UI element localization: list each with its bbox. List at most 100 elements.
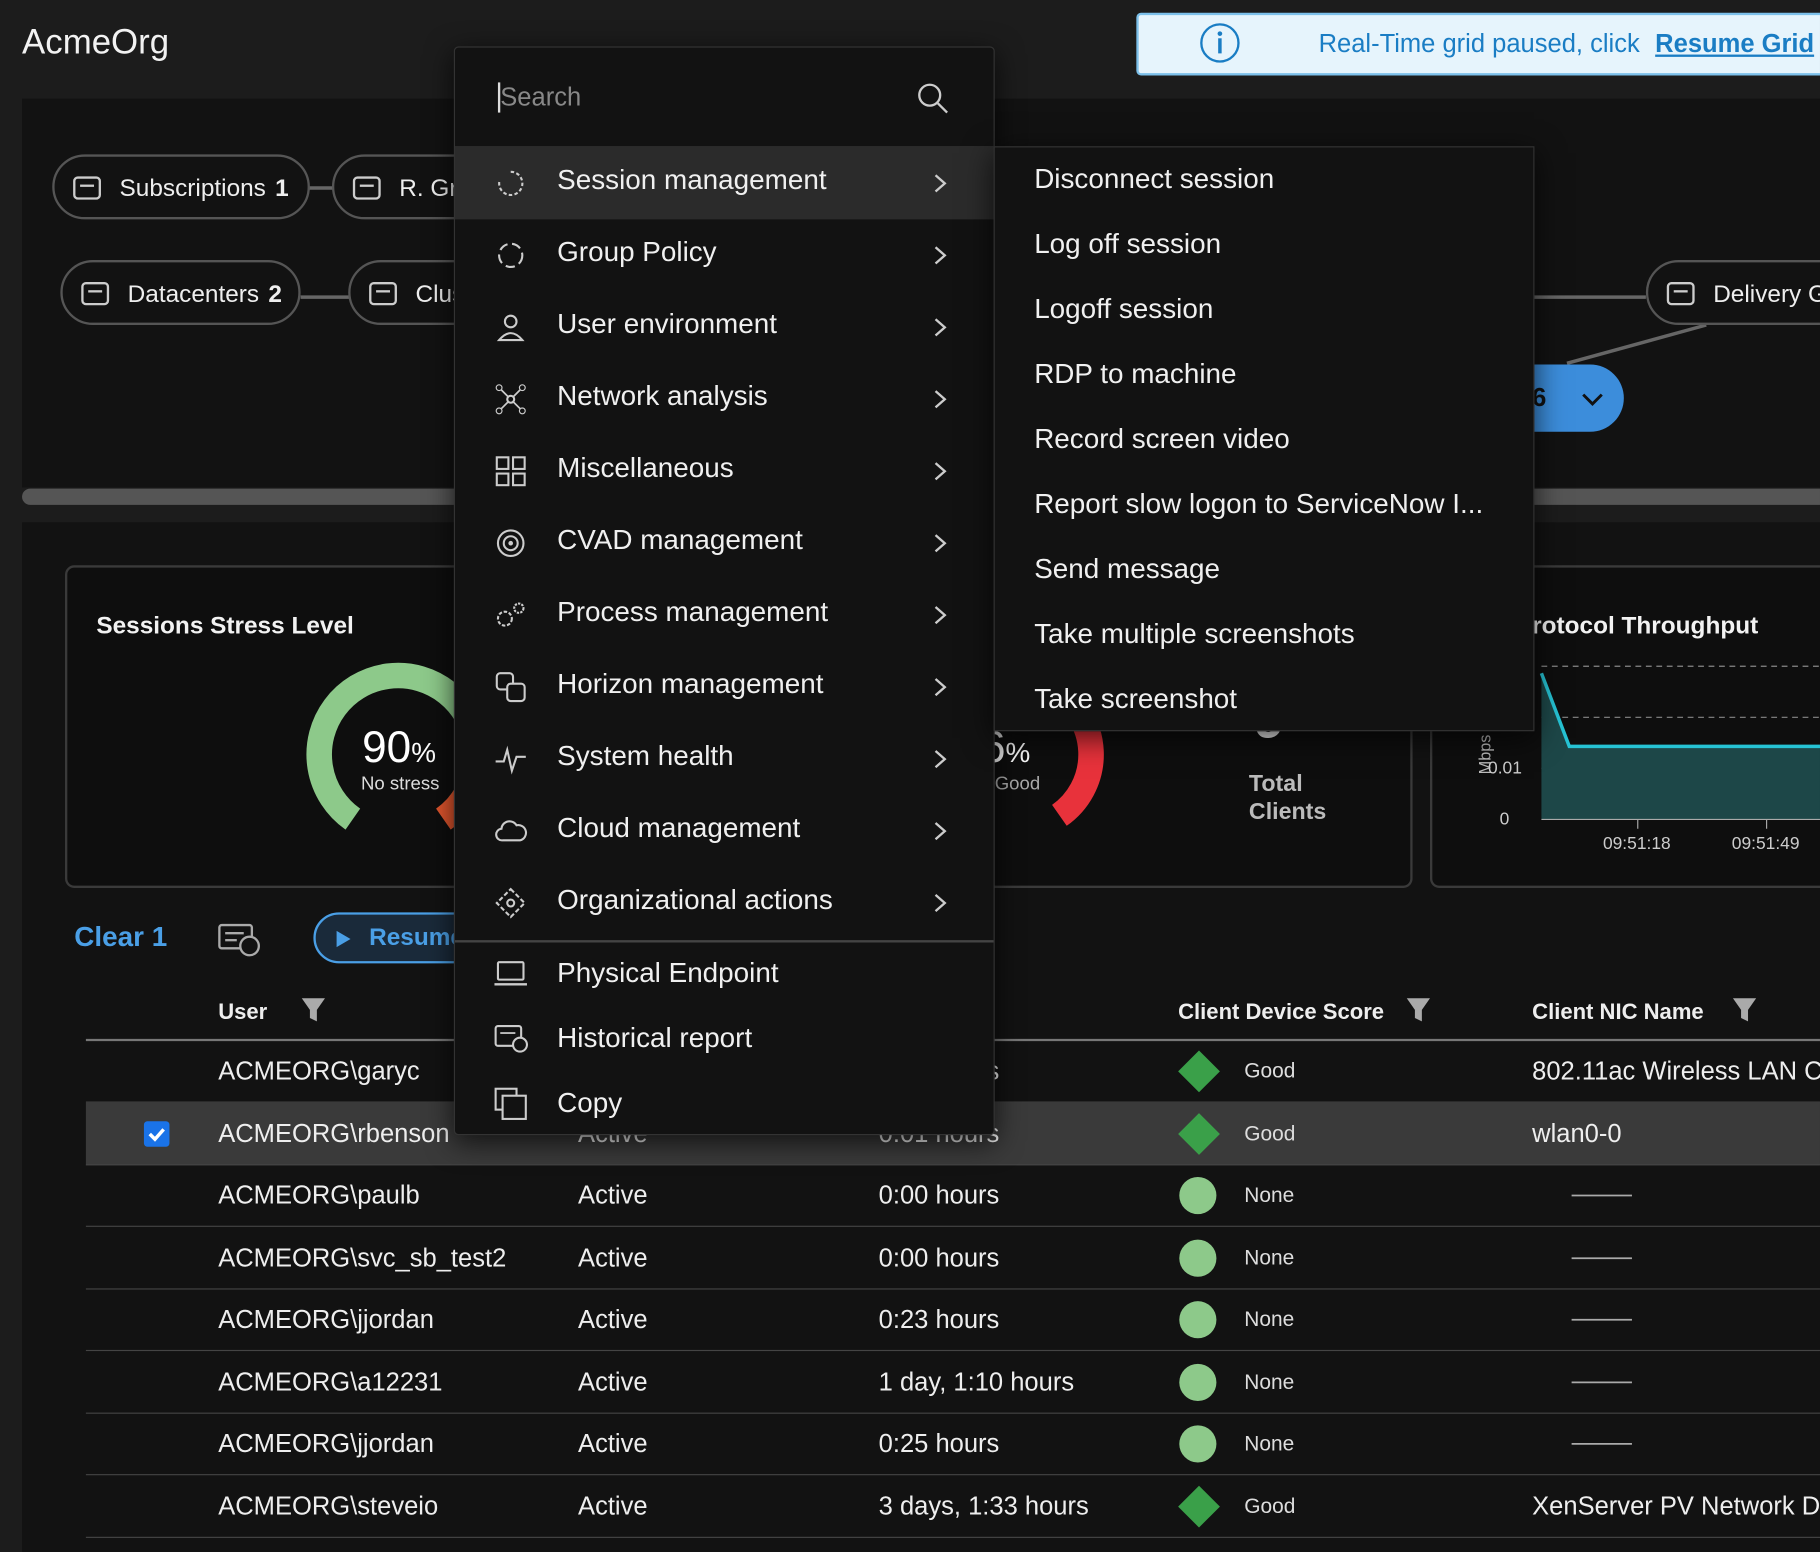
submenu-item[interactable]: Take screenshot [995, 667, 1534, 732]
submenu-item[interactable]: Record screen video [995, 407, 1534, 472]
table-row[interactable]: ACMEORG\a12231 Active 1 day, 1:10 hours Non… [85, 1350, 1820, 1414]
menu-item[interactable]: Cloud management [455, 795, 994, 867]
menu-item[interactable]: Historical report [455, 1006, 994, 1071]
submenu-item[interactable]: RDP to machine [995, 342, 1534, 407]
node-label: Subscriptions 1 [119, 175, 289, 202]
menu-item[interactable]: Group Policy [455, 219, 994, 291]
column-header: User [218, 1000, 268, 1025]
menu-item[interactable]: Physical Endpoint [455, 941, 994, 1006]
score-cell: Good [1244, 1493, 1296, 1518]
submenu-label: RDP to machine [1034, 358, 1237, 390]
table-row[interactable]: ACMEORG\jjordan Active 0:23 hours None [85, 1288, 1820, 1352]
score-cell: None [1244, 1307, 1295, 1331]
topology-node[interactable]: Delivery Gr [1645, 259, 1820, 325]
menu-label: Physical Endpoint [557, 957, 779, 989]
node-icon [352, 176, 381, 200]
submenu-item[interactable]: Log off session [995, 212, 1534, 277]
menu-item[interactable]: Network analysis [455, 363, 994, 435]
node-count: 1 [275, 175, 289, 202]
menu-item[interactable]: Session management [454, 147, 994, 220]
menu-label: CVAD management [557, 524, 803, 556]
duration-cell: 3 days, 1:33 hours [878, 1490, 1089, 1520]
table-row[interactable]: ACMEORG\svc_sb_test2 Active 0:00 hours None [85, 1226, 1820, 1289]
stress-caption: No stress [360, 774, 440, 794]
search-placeholder: Search [500, 82, 582, 112]
node-icon [369, 282, 397, 306]
menu-icon [498, 170, 524, 197]
node-icon [81, 282, 110, 306]
menu-icon [495, 820, 528, 842]
user-cell: ACMEORG\jjordan [218, 1428, 434, 1458]
play-icon [336, 930, 351, 948]
submenu-item[interactable]: Disconnect session [995, 147, 1534, 212]
search-field[interactable]: Search [454, 48, 994, 148]
menu-label: Process management [557, 596, 829, 628]
clients-caption: Clients [1248, 799, 1327, 825]
menu-icon [494, 961, 527, 986]
x-tick-label: 09:51:18 [1602, 833, 1671, 854]
chevron [934, 678, 947, 697]
menu-icon [496, 602, 525, 627]
nic-cell: wlan0-0 [1532, 1118, 1622, 1148]
topology-node[interactable]: Subscriptions 1 [52, 154, 310, 220]
table-row[interactable]: ACMEORG\paulb Active 0:00 hours None [85, 1164, 1820, 1227]
banner-link[interactable]: Resume Grid [1655, 29, 1815, 59]
node-icon [1666, 282, 1695, 306]
submenu-label: Record screen video [1034, 423, 1290, 455]
score-cell: None [1244, 1431, 1295, 1455]
menu-item[interactable]: Miscellaneous [455, 435, 994, 507]
filter-icons [301, 998, 1757, 1022]
caret [497, 82, 501, 113]
stress-unit: % [411, 737, 436, 769]
badge-chevron [1582, 393, 1603, 406]
menu-label: Historical report [557, 1022, 753, 1054]
menu-item[interactable]: Horizon management [455, 651, 994, 723]
table-row[interactable]: ACMEORG\steveio Active 3 days, 1:33 hours G… [85, 1475, 1820, 1538]
submenu-item[interactable]: Send message [995, 537, 1534, 602]
chevron [934, 606, 947, 625]
score-icon [1179, 1301, 1217, 1339]
badge-count: 6 [1532, 383, 1547, 413]
user-cell: ACMEORG\rbenson [218, 1118, 450, 1148]
menu-item[interactable]: System health [455, 723, 994, 795]
column-header: Client Device Score [1178, 1000, 1385, 1025]
menu-label: Miscellaneous [557, 452, 734, 485]
clear-selection[interactable]: Clear 1 [74, 921, 168, 953]
chevron [934, 318, 947, 337]
topology-node[interactable]: Datacenters 2 [60, 259, 301, 325]
table-row[interactable]: ACMEORG\jjordan Active 0:25 hours None [85, 1413, 1820, 1476]
submenu-label: Send message [1034, 553, 1221, 585]
submenu-item[interactable]: Take multiple screenshots [995, 602, 1534, 667]
submenu-item[interactable]: Logoff session [995, 277, 1534, 342]
user-cell: ACMEORG\garyc [218, 1056, 420, 1086]
menu-item[interactable]: CVAD management [455, 507, 994, 579]
menu-icon [495, 745, 526, 775]
menu-item[interactable]: Process management [455, 579, 994, 651]
clients-caption: Total [1248, 771, 1303, 797]
chevron [934, 390, 947, 409]
empty-dash [1571, 1194, 1632, 1197]
menu-item[interactable]: User environment [455, 291, 994, 363]
score-icon [1179, 1425, 1217, 1463]
score-caption: Good [994, 774, 1041, 794]
chevron [934, 750, 947, 769]
stress-card [64, 565, 483, 888]
user-cell: ACMEORG\steveio [218, 1490, 439, 1520]
menu-divider [454, 940, 994, 943]
node-icon [73, 176, 101, 200]
menu-icon [496, 529, 525, 558]
info-icon [1200, 23, 1240, 63]
menu-label: Group Policy [557, 236, 717, 269]
menu-item[interactable]: Organizational actions [455, 867, 994, 939]
menu-label: Organizational actions [557, 884, 833, 916]
banner-text: Real-Time grid paused, click [1318, 29, 1640, 59]
submenu-item[interactable]: Report slow logon to ServiceNow I... [995, 472, 1534, 537]
duration-cell: 0:25 hours [878, 1428, 1000, 1458]
submenu-label: Take multiple screenshots [1034, 618, 1355, 650]
chevron [934, 462, 947, 481]
menu-item[interactable]: Copy [455, 1071, 994, 1136]
menu-label: Cloud management [557, 812, 801, 844]
score-cell: Good [1244, 1121, 1296, 1145]
